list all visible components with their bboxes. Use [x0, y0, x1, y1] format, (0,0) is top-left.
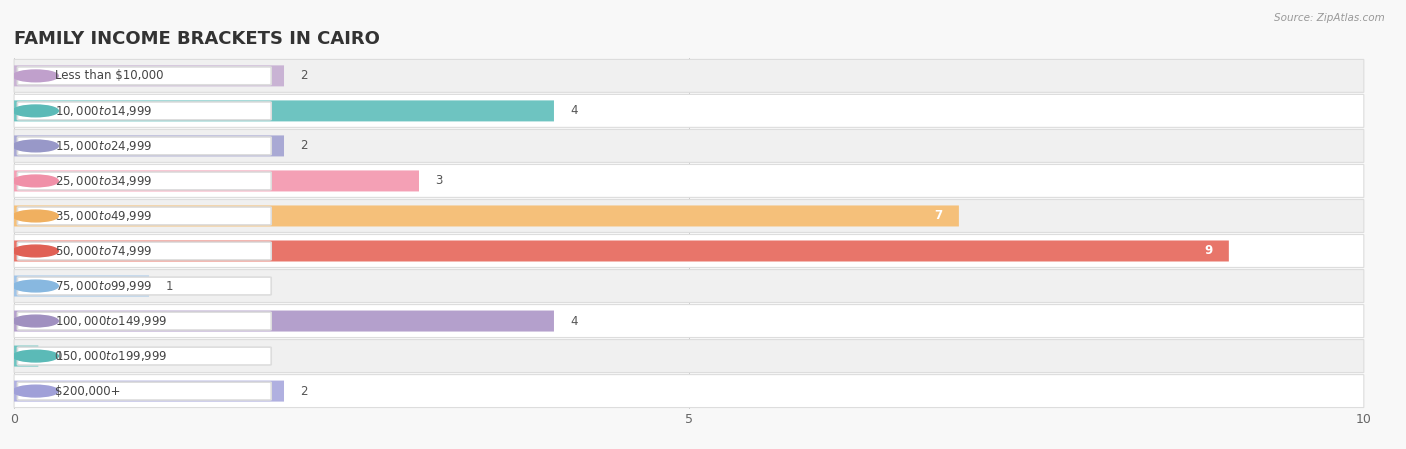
Text: 7: 7 [935, 210, 942, 222]
Text: $200,000+: $200,000+ [55, 385, 120, 397]
Text: Less than $10,000: Less than $10,000 [55, 70, 163, 82]
FancyBboxPatch shape [17, 242, 271, 260]
FancyBboxPatch shape [14, 381, 284, 401]
Text: $75,000 to $99,999: $75,000 to $99,999 [55, 279, 152, 293]
FancyBboxPatch shape [14, 241, 1229, 261]
FancyBboxPatch shape [17, 312, 271, 330]
Text: 1: 1 [166, 280, 173, 292]
FancyBboxPatch shape [17, 207, 271, 225]
Text: $10,000 to $14,999: $10,000 to $14,999 [55, 104, 152, 118]
Circle shape [13, 210, 58, 222]
Circle shape [13, 280, 58, 292]
FancyBboxPatch shape [14, 276, 149, 296]
FancyBboxPatch shape [14, 346, 38, 366]
FancyBboxPatch shape [14, 94, 1364, 128]
FancyBboxPatch shape [17, 277, 271, 295]
FancyBboxPatch shape [14, 129, 1364, 163]
Text: 2: 2 [301, 70, 308, 82]
FancyBboxPatch shape [17, 382, 271, 400]
Text: 2: 2 [301, 385, 308, 397]
FancyBboxPatch shape [14, 199, 1364, 233]
Text: $100,000 to $149,999: $100,000 to $149,999 [55, 314, 167, 328]
FancyBboxPatch shape [14, 101, 554, 121]
Text: 3: 3 [436, 175, 443, 187]
Text: $15,000 to $24,999: $15,000 to $24,999 [55, 139, 152, 153]
Text: $50,000 to $74,999: $50,000 to $74,999 [55, 244, 152, 258]
FancyBboxPatch shape [14, 164, 1364, 198]
Circle shape [13, 315, 58, 327]
FancyBboxPatch shape [17, 137, 271, 155]
FancyBboxPatch shape [14, 66, 284, 86]
Circle shape [13, 140, 58, 152]
Circle shape [13, 350, 58, 362]
Text: 4: 4 [571, 105, 578, 117]
FancyBboxPatch shape [17, 67, 271, 85]
Text: FAMILY INCOME BRACKETS IN CAIRO: FAMILY INCOME BRACKETS IN CAIRO [14, 31, 380, 48]
Text: Source: ZipAtlas.com: Source: ZipAtlas.com [1274, 13, 1385, 23]
Text: $25,000 to $34,999: $25,000 to $34,999 [55, 174, 152, 188]
Text: 2: 2 [301, 140, 308, 152]
FancyBboxPatch shape [14, 269, 1364, 303]
FancyBboxPatch shape [14, 374, 1364, 408]
FancyBboxPatch shape [17, 102, 271, 120]
FancyBboxPatch shape [14, 339, 1364, 373]
FancyBboxPatch shape [17, 172, 271, 190]
FancyBboxPatch shape [14, 304, 1364, 338]
Text: $150,000 to $199,999: $150,000 to $199,999 [55, 349, 167, 363]
Circle shape [13, 175, 58, 187]
Circle shape [13, 70, 58, 82]
Circle shape [13, 385, 58, 397]
FancyBboxPatch shape [14, 311, 554, 331]
Text: 4: 4 [571, 315, 578, 327]
Text: 0: 0 [55, 350, 62, 362]
FancyBboxPatch shape [14, 136, 284, 156]
Circle shape [13, 245, 58, 257]
FancyBboxPatch shape [14, 59, 1364, 92]
FancyBboxPatch shape [17, 347, 271, 365]
FancyBboxPatch shape [14, 171, 419, 191]
Circle shape [13, 105, 58, 117]
Text: $35,000 to $49,999: $35,000 to $49,999 [55, 209, 152, 223]
FancyBboxPatch shape [14, 206, 959, 226]
FancyBboxPatch shape [14, 234, 1364, 268]
Text: 9: 9 [1205, 245, 1212, 257]
